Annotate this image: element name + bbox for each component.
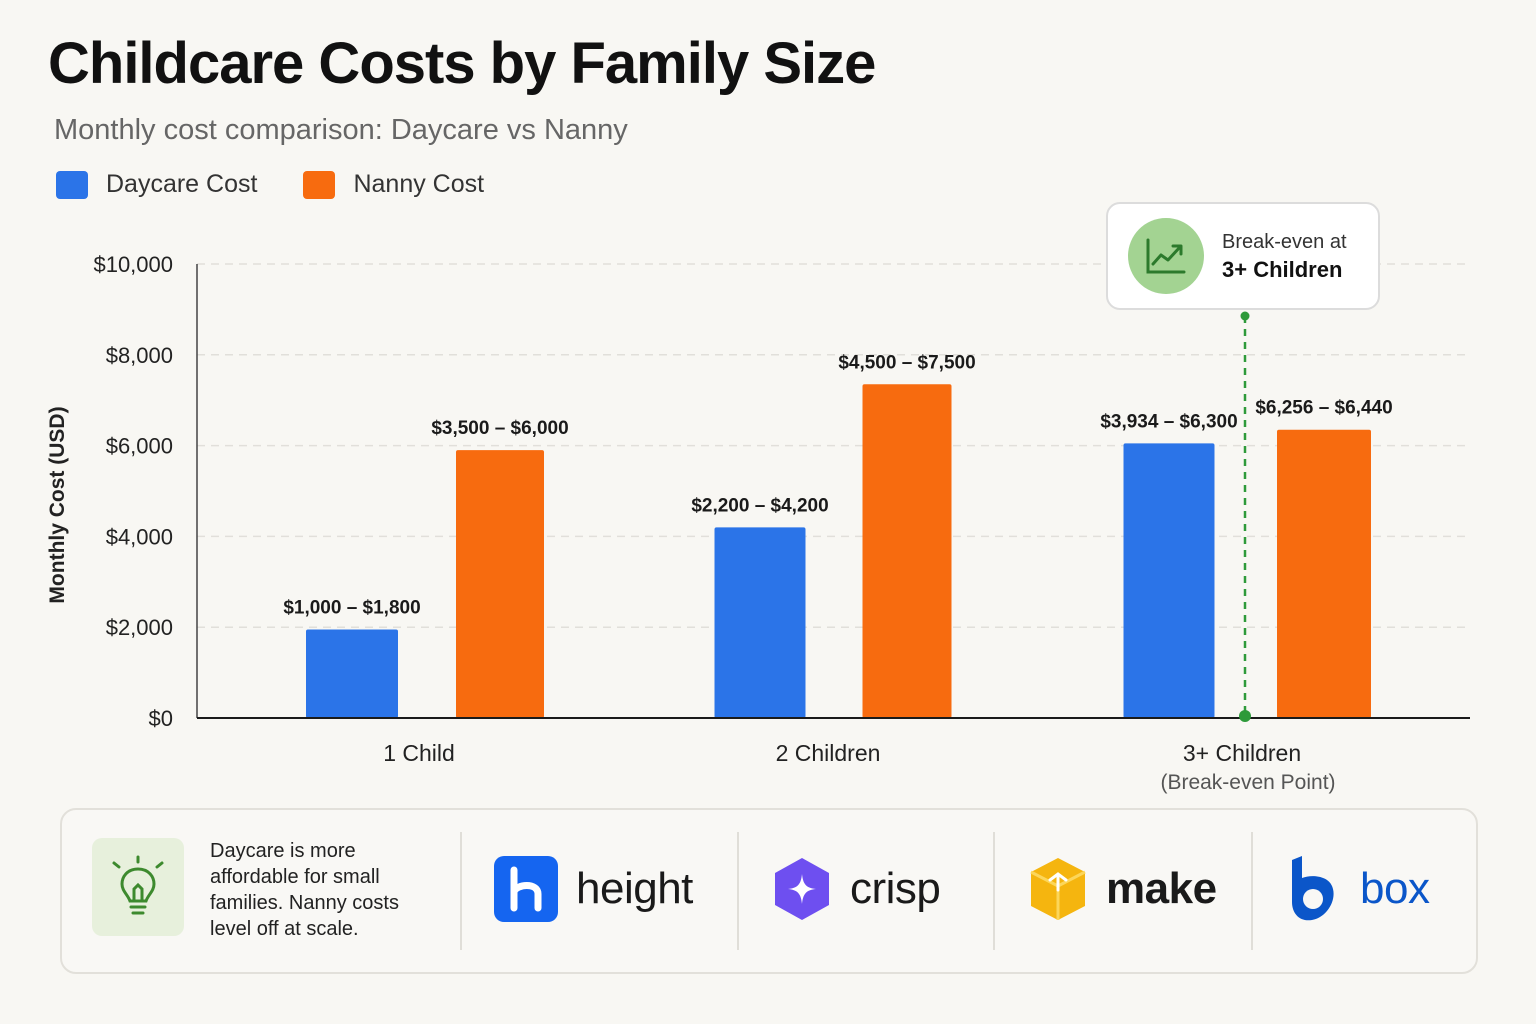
x-tick-sublabel: (Break-even Point) bbox=[1160, 771, 1335, 794]
bar-nanny-2 bbox=[862, 384, 952, 718]
chart-title: Childcare Costs by Family Size bbox=[48, 31, 876, 96]
logo-box-text: box bbox=[1360, 864, 1430, 913]
y-tick-label: $8,000 bbox=[106, 343, 173, 368]
data-label-nanny-3: $6,256 – $6,440 bbox=[1255, 398, 1392, 419]
y-axis-title: Monthly Cost (USD) bbox=[46, 406, 69, 603]
bar-nanny-1 bbox=[456, 450, 544, 718]
bar-daycare-2 bbox=[714, 527, 806, 718]
logo-crisp-text: crisp bbox=[850, 864, 941, 913]
x-tick-label: 3+ Children bbox=[1183, 740, 1301, 766]
y-tick-label: $4,000 bbox=[106, 524, 173, 549]
bar-daycare-1 bbox=[306, 629, 398, 718]
logo-make-text: make bbox=[1106, 864, 1217, 913]
data-label-daycare-1: $1,000 – $1,800 bbox=[283, 597, 420, 618]
divider bbox=[1251, 832, 1253, 950]
data-label-daycare-3: $3,934 – $6,300 bbox=[1100, 411, 1237, 432]
legend-item-daycare: Daycare Cost bbox=[56, 170, 257, 199]
bar-daycare-3 bbox=[1123, 443, 1215, 718]
data-label-nanny-2: $4,500 – $7,500 bbox=[838, 352, 975, 373]
chart-subtitle: Monthly cost comparison: Daycare vs Nann… bbox=[54, 114, 628, 146]
callout-line1: Break-even at bbox=[1222, 231, 1347, 253]
tip-text: Daycare is more affordable for small fam… bbox=[210, 840, 399, 940]
legend-item-nanny: Nanny Cost bbox=[303, 170, 484, 199]
footer-panel: Daycare is more affordable for small fam… bbox=[60, 808, 1478, 974]
trending-up-icon bbox=[1128, 218, 1204, 294]
x-tick-label: 2 Children bbox=[776, 740, 881, 766]
legend-swatch-daycare bbox=[56, 170, 88, 199]
logo-box: box bbox=[1286, 856, 1430, 922]
callout-text: Break-even at 3+ Children bbox=[1222, 228, 1347, 284]
bar-nanny-3 bbox=[1277, 429, 1371, 718]
break-even-point-dot bbox=[1239, 710, 1251, 722]
legend: Daycare Cost Nanny Cost bbox=[56, 170, 530, 199]
break-even-line-top-dot bbox=[1240, 311, 1250, 321]
callout-line2: 3+ Children bbox=[1222, 257, 1343, 282]
legend-label-nanny: Nanny Cost bbox=[353, 170, 485, 198]
x-tick-label: 1 Child bbox=[383, 740, 455, 766]
data-label-nanny-1: $3,500 – $6,000 bbox=[431, 418, 568, 439]
divider bbox=[993, 832, 995, 950]
box-logo-icon bbox=[1292, 856, 1334, 921]
lightbulb-icon bbox=[92, 838, 184, 936]
divider bbox=[460, 832, 462, 950]
height-logo-icon bbox=[494, 856, 558, 922]
crisp-logo-icon bbox=[775, 858, 829, 920]
legend-label-daycare: Daycare Cost bbox=[106, 170, 258, 198]
y-tick-label: $0 bbox=[149, 706, 173, 731]
break-even-callout: Break-even at 3+ Children bbox=[1106, 202, 1380, 310]
data-label-daycare-2: $2,200 – $4,200 bbox=[691, 495, 828, 516]
make-logo-icon bbox=[1030, 858, 1086, 920]
logo-crisp: crisp bbox=[772, 856, 941, 922]
y-tick-label: $10,000 bbox=[93, 252, 173, 277]
y-tick-label: $2,000 bbox=[106, 615, 173, 640]
legend-swatch-nanny bbox=[303, 170, 336, 199]
divider bbox=[737, 832, 739, 950]
logo-height: height bbox=[494, 856, 693, 922]
y-tick-label: $6,000 bbox=[106, 434, 173, 459]
logo-height-text: height bbox=[576, 864, 693, 913]
logo-make: make bbox=[1028, 856, 1217, 922]
